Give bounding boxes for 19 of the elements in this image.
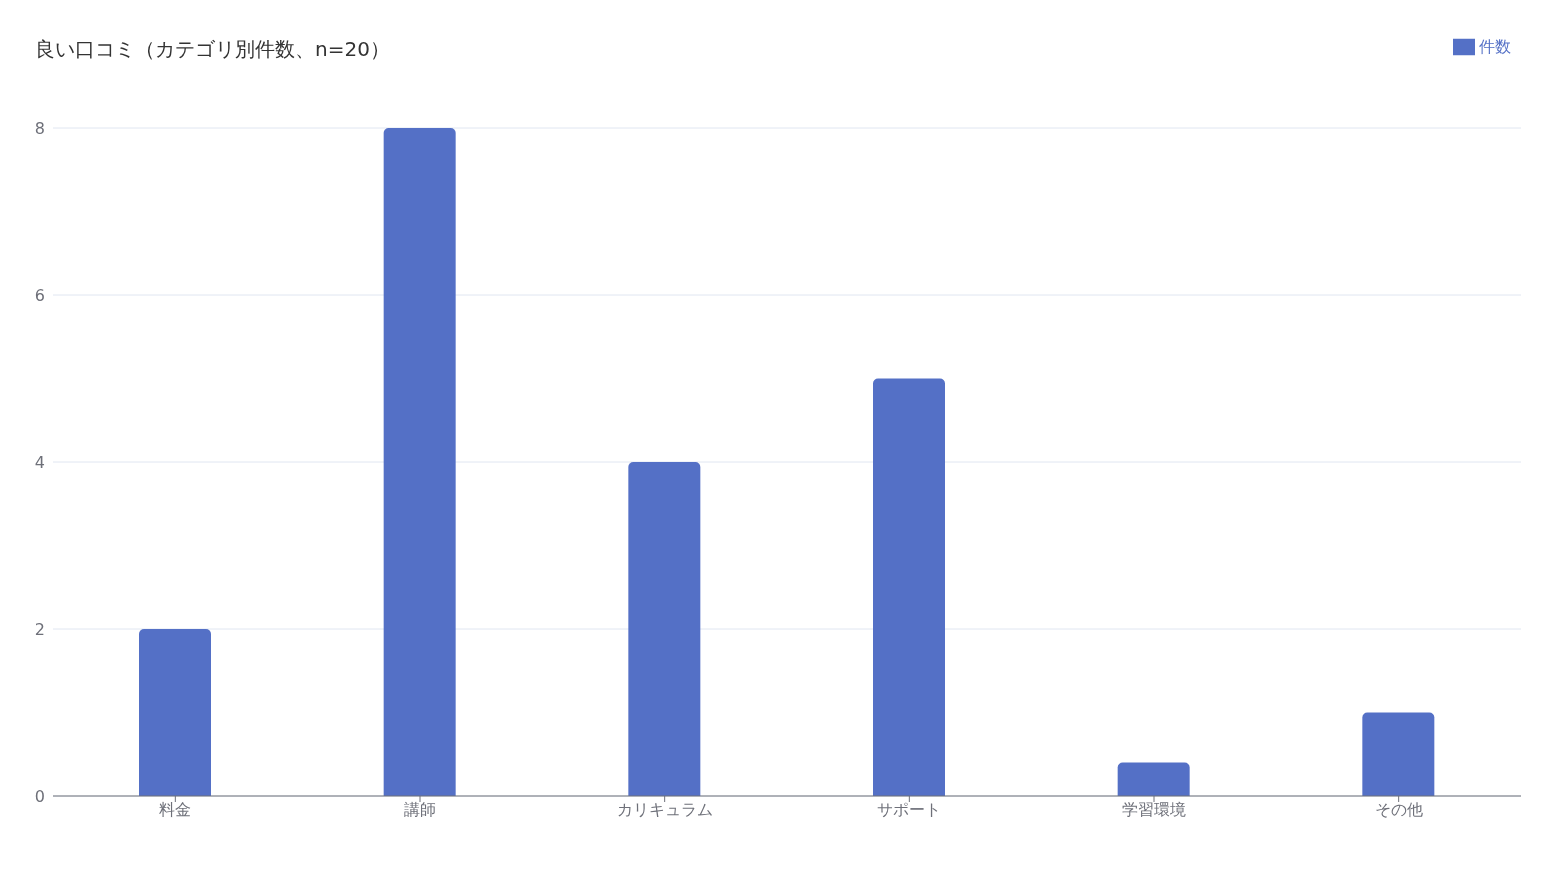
x-tick-label: 学習環境 xyxy=(1122,800,1186,820)
y-tick-label: 4 xyxy=(34,452,45,472)
x-tick-label: カリキュラム xyxy=(616,800,713,820)
legend-label: 件数 xyxy=(1479,36,1511,56)
bar xyxy=(383,128,456,796)
y-tick-label: 2 xyxy=(34,619,45,639)
chart-title: 良い口コミ（カテゴリ別件数、n=20） xyxy=(35,37,390,61)
x-tick-label: サポート xyxy=(877,800,942,820)
bar xyxy=(1117,762,1190,796)
y-tick-label: 6 xyxy=(34,285,45,305)
bar xyxy=(873,378,945,796)
y-tick-label: 8 xyxy=(34,118,45,138)
bar xyxy=(628,462,701,796)
x-tick-label: その他 xyxy=(1374,800,1423,820)
x-tick-label: 講師 xyxy=(404,800,436,820)
y-tick-label: 0 xyxy=(34,786,45,806)
x-tick-label: 料金 xyxy=(159,800,192,820)
bar xyxy=(139,629,211,796)
bar xyxy=(1362,712,1435,796)
